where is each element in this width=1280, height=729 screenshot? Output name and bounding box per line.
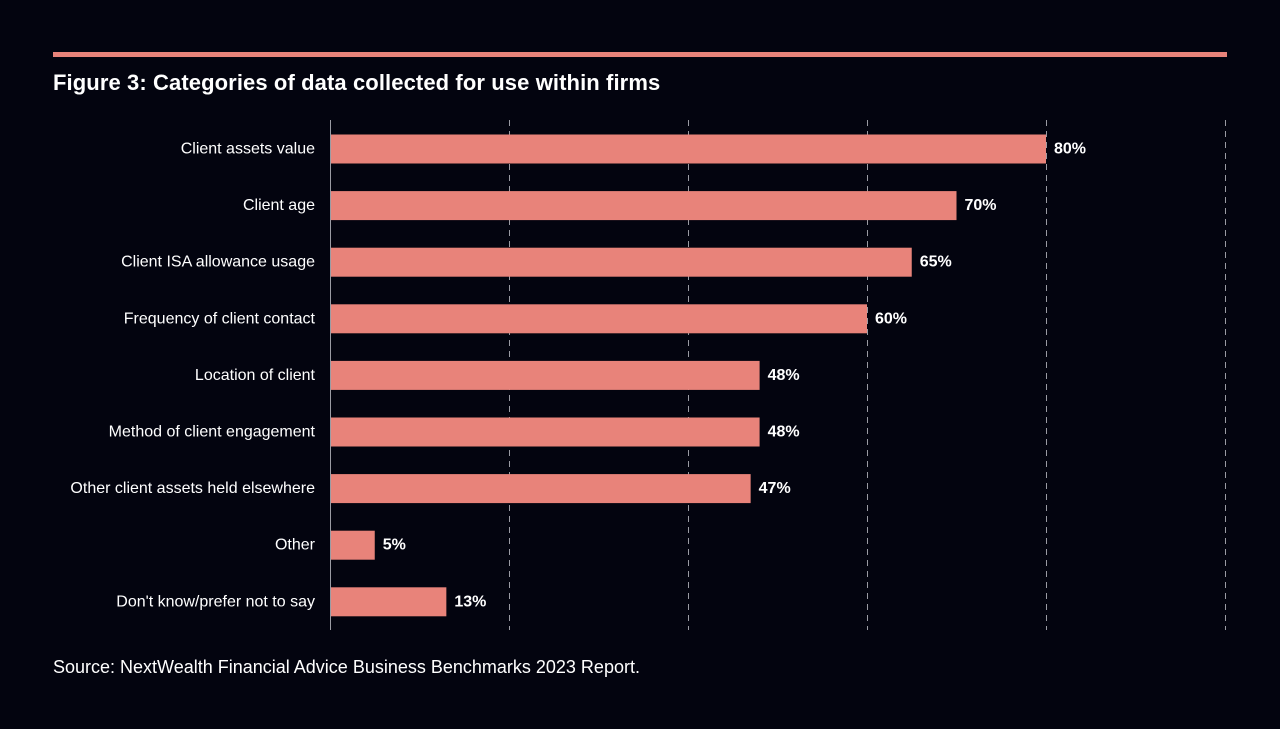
bar <box>331 134 1046 164</box>
category-label: Client assets value <box>181 141 315 158</box>
value-label: 70% <box>965 197 997 214</box>
chart-title: Figure 3: Categories of data collected f… <box>53 70 661 95</box>
category-labels: Client assets value Client age Client ISA … <box>70 141 315 611</box>
bar <box>331 360 760 390</box>
bar <box>331 304 867 334</box>
value-label: 48% <box>768 424 800 441</box>
category-label: Other client assets held elsewhere <box>70 480 315 497</box>
value-label: 47% <box>759 480 791 497</box>
category-label: Don't know/prefer not to say <box>116 593 315 610</box>
category-label: Location of client <box>195 367 316 384</box>
bar <box>331 530 375 560</box>
bars <box>331 134 1046 617</box>
category-label: Client ISA allowance usage <box>121 254 315 271</box>
value-label: 65% <box>920 254 952 271</box>
bar <box>331 474 751 504</box>
source-note: Source: NextWealth Financial Advice Busi… <box>53 657 640 677</box>
value-label: 60% <box>875 310 907 327</box>
bar <box>331 417 760 447</box>
top-accent-rule <box>53 52 1227 57</box>
value-label: 80% <box>1054 141 1086 158</box>
bar <box>331 191 957 221</box>
category-label: Other <box>275 537 316 554</box>
category-label: Method of client engagement <box>109 424 316 441</box>
value-label: 48% <box>768 367 800 384</box>
value-labels: 80% 70% 65% 60% 48% 48% 47% 5% 13% <box>383 141 1086 611</box>
value-label: 13% <box>454 593 486 610</box>
bar <box>331 247 912 277</box>
category-label: Frequency of client contact <box>124 310 316 327</box>
value-label: 5% <box>383 537 406 554</box>
category-label: Client age <box>243 197 315 214</box>
bar <box>331 587 447 617</box>
